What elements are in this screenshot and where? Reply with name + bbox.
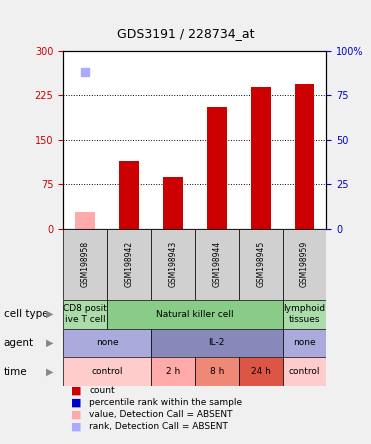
Text: ■: ■ xyxy=(70,398,81,408)
Bar xyxy=(251,87,270,229)
Bar xyxy=(283,329,326,357)
Text: 24 h: 24 h xyxy=(251,367,270,377)
Text: none: none xyxy=(293,338,316,348)
Text: time: time xyxy=(4,367,27,377)
Bar xyxy=(295,83,314,229)
Bar xyxy=(283,229,326,300)
Bar xyxy=(119,161,139,229)
Text: GSM198945: GSM198945 xyxy=(256,241,265,287)
Text: ▶: ▶ xyxy=(46,367,54,377)
Text: value, Detection Call = ABSENT: value, Detection Call = ABSENT xyxy=(89,410,233,419)
Text: GSM198958: GSM198958 xyxy=(81,241,89,287)
Text: GSM198944: GSM198944 xyxy=(212,241,221,287)
Text: lymphoid
tissues: lymphoid tissues xyxy=(283,305,326,324)
Text: ■: ■ xyxy=(70,422,81,432)
Text: percentile rank within the sample: percentile rank within the sample xyxy=(89,398,242,407)
Bar xyxy=(107,300,283,329)
Text: rank, Detection Call = ABSENT: rank, Detection Call = ABSENT xyxy=(89,422,228,431)
Text: ▶: ▶ xyxy=(46,338,54,348)
Bar xyxy=(75,212,95,229)
Text: GSM198942: GSM198942 xyxy=(124,241,134,287)
Text: GSM198959: GSM198959 xyxy=(300,241,309,287)
Text: 8 h: 8 h xyxy=(210,367,224,377)
Bar xyxy=(239,357,283,386)
Text: 2 h: 2 h xyxy=(166,367,180,377)
Text: IL-2: IL-2 xyxy=(209,338,225,348)
Bar xyxy=(63,229,107,300)
Text: ▶: ▶ xyxy=(46,309,54,319)
Text: control: control xyxy=(289,367,320,377)
Bar xyxy=(163,177,183,229)
Bar xyxy=(63,329,151,357)
Bar xyxy=(63,357,151,386)
Text: GDS3191 / 228734_at: GDS3191 / 228734_at xyxy=(117,27,254,40)
Bar xyxy=(63,300,107,329)
Text: none: none xyxy=(96,338,118,348)
Text: agent: agent xyxy=(4,338,34,348)
Text: count: count xyxy=(89,386,115,395)
Text: ■: ■ xyxy=(70,386,81,396)
Text: cell type: cell type xyxy=(4,309,48,319)
Bar xyxy=(283,300,326,329)
Text: GSM198943: GSM198943 xyxy=(168,241,177,287)
Bar xyxy=(283,357,326,386)
Bar xyxy=(151,229,195,300)
Bar xyxy=(207,107,227,229)
Point xyxy=(82,69,88,76)
Text: control: control xyxy=(91,367,123,377)
Bar xyxy=(239,229,283,300)
Bar xyxy=(151,329,283,357)
Bar xyxy=(107,229,151,300)
Text: Natural killer cell: Natural killer cell xyxy=(156,309,234,319)
Text: ■: ■ xyxy=(70,410,81,420)
Text: CD8 posit
ive T cell: CD8 posit ive T cell xyxy=(63,305,107,324)
Bar xyxy=(151,357,195,386)
Bar xyxy=(195,229,239,300)
Bar xyxy=(195,357,239,386)
